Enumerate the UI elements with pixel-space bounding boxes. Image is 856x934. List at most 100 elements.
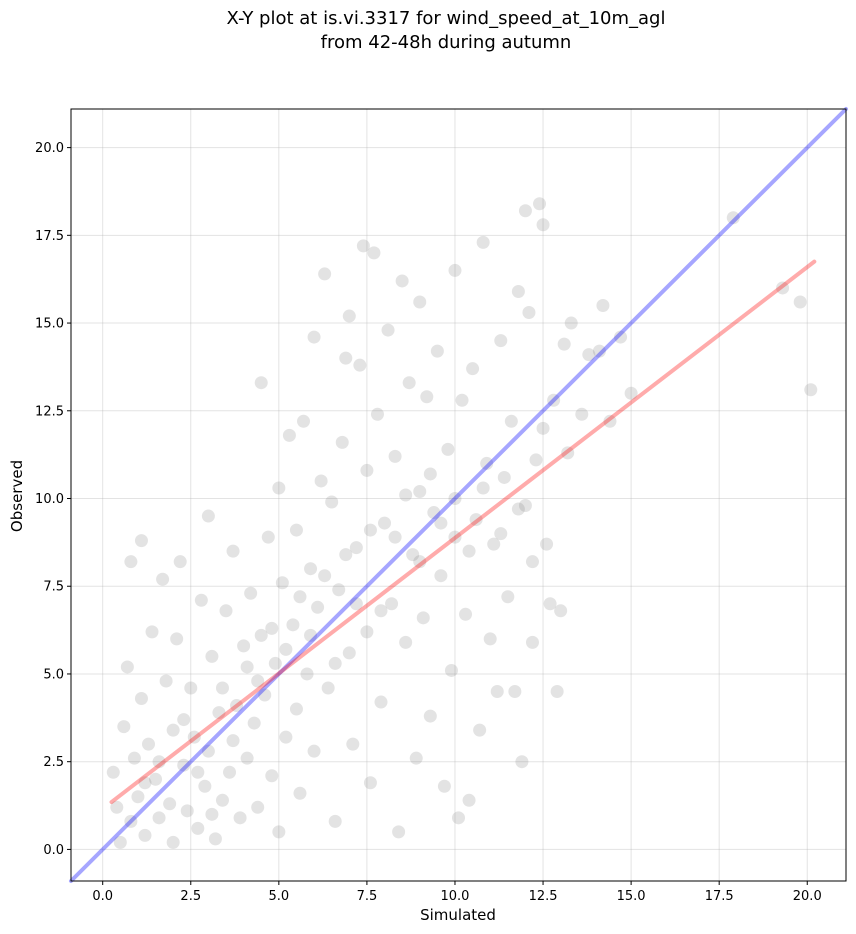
- data-point: [423, 709, 437, 723]
- data-point: [508, 685, 522, 699]
- data-point: [215, 681, 229, 695]
- data-point: [233, 811, 247, 825]
- data-point: [138, 828, 152, 842]
- x-tick-label: 5.0: [268, 889, 289, 904]
- data-point: [335, 435, 349, 449]
- data-point: [289, 702, 303, 716]
- data-point: [219, 604, 233, 618]
- data-point: [423, 467, 437, 481]
- data-point: [420, 390, 434, 404]
- data-point: [275, 576, 289, 590]
- data-point: [476, 481, 490, 495]
- data-point: [237, 639, 251, 653]
- data-point: [159, 674, 173, 688]
- data-point: [402, 376, 416, 390]
- data-point: [205, 649, 219, 663]
- data-point: [251, 674, 265, 688]
- data-point: [325, 495, 339, 509]
- data-point: [494, 334, 508, 348]
- data-point: [434, 516, 448, 530]
- data-point: [448, 263, 462, 277]
- data-point: [525, 635, 539, 649]
- data-point: [536, 218, 550, 232]
- x-axis-label: Simulated: [420, 906, 496, 924]
- data-point: [177, 758, 191, 772]
- data-point: [318, 569, 332, 583]
- data-point: [120, 660, 134, 674]
- data-point: [328, 656, 342, 670]
- data-point: [480, 456, 494, 470]
- data-point: [360, 463, 374, 477]
- data-point: [388, 449, 402, 463]
- data-point: [149, 772, 163, 786]
- data-point: [173, 555, 187, 569]
- data-point: [251, 800, 265, 814]
- x-tick-label: 12.5: [529, 889, 558, 904]
- data-point: [459, 607, 473, 621]
- regression-line: [109, 259, 817, 805]
- data-point: [363, 776, 377, 790]
- data-point: [561, 446, 575, 460]
- data-point: [466, 362, 480, 376]
- data-point: [339, 351, 353, 365]
- data-point: [388, 530, 402, 544]
- data-point: [547, 393, 561, 407]
- data-point: [131, 790, 145, 804]
- data-point: [406, 548, 420, 562]
- data-point: [501, 590, 515, 604]
- data-point: [265, 769, 279, 783]
- y-axis-ticks: 0.0 2.5 5.0 7.5 10.0 12.5 15.0 17.5 20.0: [35, 141, 71, 858]
- data-points: [106, 197, 818, 849]
- data-point: [518, 499, 532, 513]
- x-tick-label: 7.5: [357, 889, 378, 904]
- chart-title-line-1: X-Y plot at is.vi.3317 for wind_speed_at…: [227, 8, 666, 29]
- data-point: [279, 642, 293, 656]
- y-tick-label: 7.5: [43, 580, 64, 595]
- data-point: [198, 779, 212, 793]
- data-point: [230, 699, 244, 713]
- data-point: [226, 734, 240, 748]
- x-axis-ticks: 0.0 2.5 5.0 7.5 10.0 12.5 15.0 17.5 20.0: [92, 881, 822, 904]
- x-tick-label: 17.5: [705, 889, 734, 904]
- data-point: [321, 681, 335, 695]
- y-tick-label: 15.0: [35, 317, 64, 332]
- data-point: [554, 604, 568, 618]
- data-point: [339, 548, 353, 562]
- data-point: [370, 407, 384, 421]
- plot-frame: [70, 108, 847, 882]
- data-point: [557, 337, 571, 351]
- data-point: [518, 204, 532, 218]
- data-point: [564, 316, 578, 330]
- data-point: [261, 530, 275, 544]
- data-point: [469, 513, 483, 527]
- data-point: [536, 421, 550, 435]
- data-point: [476, 235, 490, 249]
- data-point: [614, 330, 628, 344]
- data-point: [138, 776, 152, 790]
- data-point: [318, 267, 332, 281]
- y-axis-label: Observed: [8, 460, 26, 532]
- data-point: [215, 793, 229, 807]
- data-point: [353, 358, 367, 372]
- data-point: [395, 274, 409, 288]
- data-point: [142, 737, 155, 751]
- data-point: [540, 537, 554, 551]
- data-point: [187, 730, 201, 744]
- data-point: [297, 414, 310, 428]
- data-point: [349, 597, 363, 611]
- data-point: [413, 555, 427, 569]
- data-point: [793, 295, 807, 309]
- data-point: [226, 544, 240, 558]
- data-point: [314, 474, 328, 488]
- y-tick-label: 12.5: [35, 404, 64, 419]
- data-point: [279, 730, 293, 744]
- data-point: [434, 569, 448, 583]
- data-point: [487, 537, 501, 551]
- reference-lines: [69, 107, 848, 883]
- data-point: [191, 765, 205, 779]
- data-point: [392, 825, 406, 839]
- x-tick-label: 2.5: [180, 889, 201, 904]
- data-point: [265, 621, 279, 635]
- data-point: [106, 765, 120, 779]
